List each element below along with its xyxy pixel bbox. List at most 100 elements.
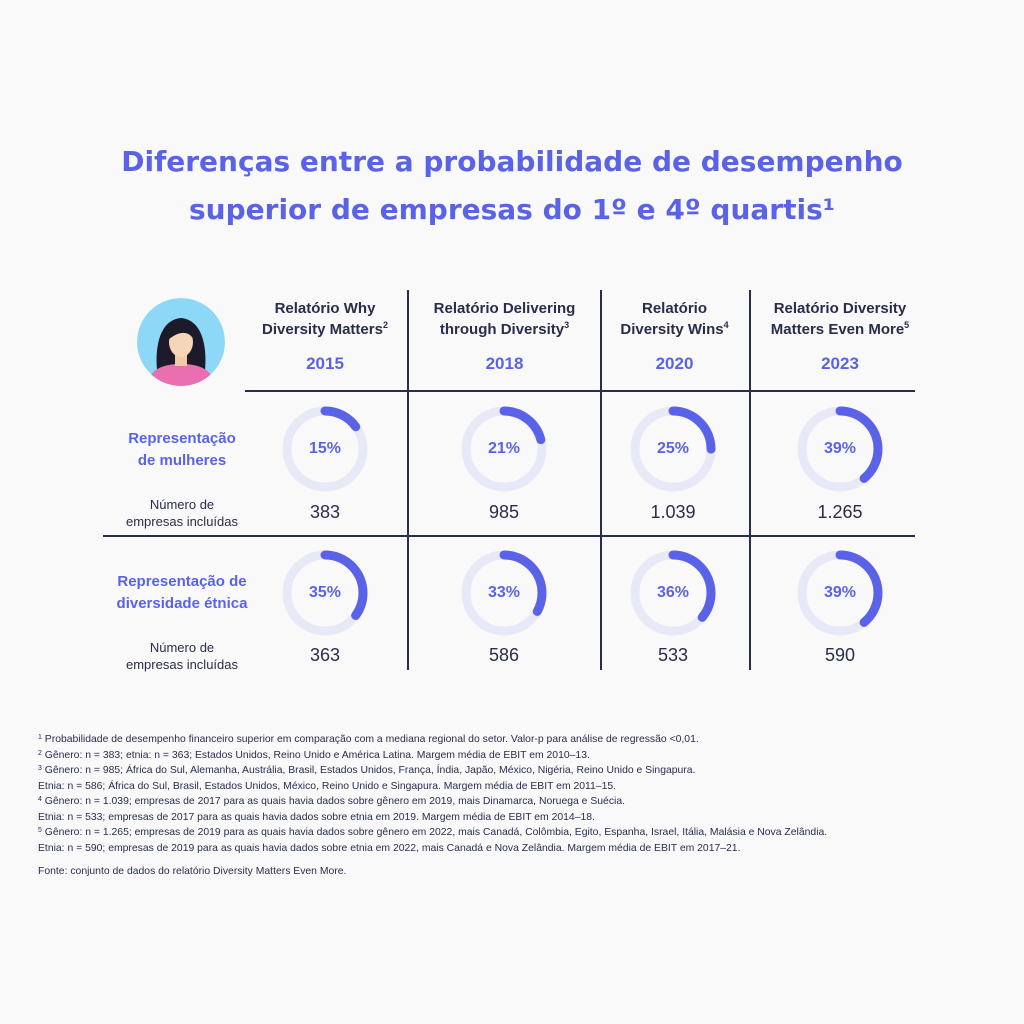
company-count: 363 — [309, 645, 341, 665]
donut-chart: 21% — [459, 404, 549, 494]
footnote-marker: 5 — [38, 827, 42, 834]
company-count: 383 — [309, 502, 341, 522]
donut-chart: 39% — [795, 404, 885, 494]
donut-value-arc — [461, 550, 547, 636]
column-header-line-2: Diversity Wins4 — [620, 320, 729, 339]
row-label-line-2: diversidade étnica — [116, 595, 248, 612]
company-count: 590 — [824, 645, 856, 665]
donut-svg — [797, 406, 883, 492]
row-label-line-2: de mulheres — [137, 452, 227, 469]
donut-svg — [282, 406, 368, 492]
footnote-marker: 1 — [38, 734, 42, 741]
footnote-text: Etnia: n = 533; empresas de 2017 para as… — [38, 811, 595, 823]
donut-percent-label: 21% — [487, 440, 521, 457]
donut-value-arc — [282, 406, 368, 492]
row-label-line-1: Representação — [128, 430, 236, 447]
footnote-marker: 3 — [38, 765, 42, 772]
column-header-line-1: Relatório Why — [274, 300, 376, 317]
donut-percent-label: 25% — [656, 440, 690, 457]
donut-svg — [282, 550, 368, 636]
column-header-line-1: Relatório Delivering — [433, 300, 576, 317]
footnote-text: Gênero: n = 1.265; empresas de 2019 para… — [44, 827, 828, 838]
row-companies-line-2: empresas incluídas — [126, 514, 238, 529]
donut-value-arc — [797, 550, 883, 636]
footnote-line: 3 Gênero: n = 985; África do Sul, Aleman… — [38, 763, 998, 779]
donut-svg — [630, 406, 716, 492]
footnote-line: 5 Gênero: n = 1.265; empresas de 2019 pa… — [38, 825, 998, 841]
donut-value-arc — [797, 406, 883, 492]
row-companies-label: Número de empresas incluídas — [103, 496, 261, 530]
column-year: 2023 — [821, 354, 859, 373]
donut-svg — [461, 406, 547, 492]
company-count: 533 — [657, 645, 689, 665]
column-header-2018: Relatório Delivering through Diversity3 — [412, 298, 597, 340]
footnote-text: Etnia: n = 590; empresas de 2019 para as… — [38, 842, 741, 854]
donut-value-arc — [461, 406, 547, 492]
donut-percent-label: 39% — [823, 584, 857, 601]
company-count: 1.265 — [817, 502, 863, 522]
row-companies-line-2: empresas incluídas — [126, 657, 238, 672]
donut-percent-label: 39% — [823, 440, 857, 457]
company-count: 1.039 — [650, 502, 696, 522]
donut-svg — [461, 550, 547, 636]
column-divider — [407, 290, 409, 670]
row-label-ethnic: Representação de diversidade étnica — [103, 571, 261, 615]
donut-chart: 36% — [628, 548, 718, 638]
footnotes: 1 Probabilidade de desempenho financeiro… — [38, 732, 998, 856]
footnote-line: 2 Gênero: n = 383; etnia: n = 363; Estad… — [38, 748, 998, 764]
row-label-line-1: Representação de — [117, 573, 247, 590]
donut-percent-label: 15% — [308, 440, 342, 457]
column-year: 2018 — [485, 354, 524, 373]
footnote-text: Gênero: n = 1.039; empresas de 2017 para… — [44, 796, 626, 807]
woman-avatar-icon — [137, 298, 225, 386]
donut-chart: 33% — [459, 548, 549, 638]
donut-svg — [797, 550, 883, 636]
donut-chart: 15% — [280, 404, 370, 494]
donut-percent-label: 35% — [308, 584, 342, 601]
row-companies-line-1: Número de — [149, 497, 215, 512]
footnote-marker: 2 — [38, 749, 42, 757]
footnote-text: Etnia: n = 586; África do Sul, Brasil, E… — [38, 780, 617, 792]
column-header-2023: Relatório Diversity Matters Even More5 — [752, 298, 928, 340]
column-header-line-1: Relatório Diversity — [773, 300, 907, 317]
donut-value-arc — [630, 550, 716, 636]
column-header-line-2: Diversity Matters2 — [262, 320, 388, 339]
column-header-2020: Relatório Diversity Wins4 — [602, 298, 747, 340]
company-count: 586 — [488, 645, 520, 665]
column-header-2015: Relatório Why Diversity Matters2 — [245, 298, 405, 340]
footnote-text: Probabilidade de desempenho financeiro s… — [44, 734, 699, 745]
footnote-text: Gênero: n = 383; etnia: n = 363; Estados… — [44, 749, 590, 761]
donut-percent-label: 36% — [656, 584, 690, 601]
footnote-marker: 4 — [38, 796, 42, 803]
column-divider — [749, 290, 751, 670]
footnote-text: Gênero: n = 985; África do Sul, Alemanha… — [44, 765, 696, 776]
column-header-line-1: Relatório — [641, 300, 707, 317]
footnote-line: 1 Probabilidade de desempenho financeiro… — [38, 732, 998, 748]
footnote-line: Etnia: n = 590; empresas de 2019 para as… — [38, 841, 998, 857]
donut-value-arc — [282, 550, 368, 636]
company-count: 985 — [488, 502, 520, 522]
row-label-women: Representação de mulheres — [103, 428, 261, 472]
footnote-line: 4 Gênero: n = 1.039; empresas de 2017 pa… — [38, 794, 998, 810]
donut-chart: 25% — [628, 404, 718, 494]
column-year: 2015 — [306, 354, 344, 373]
chart-title-line-1: Diferenças entre a probabilidade de dese… — [121, 145, 903, 178]
column-divider — [600, 290, 602, 670]
footnote-line: Etnia: n = 586; África do Sul, Brasil, E… — [38, 779, 998, 795]
column-header-line-2: Matters Even More5 — [770, 320, 910, 339]
column-header-line-2: through Diversity3 — [439, 320, 570, 339]
column-year: 2020 — [655, 354, 694, 373]
row-companies-label: Número de empresas incluídas — [103, 639, 261, 673]
donut-chart: 35% — [280, 548, 370, 638]
donut-percent-label: 33% — [487, 584, 521, 601]
footnote-line: Etnia: n = 533; empresas de 2017 para as… — [38, 810, 998, 826]
row-companies-line-1: Número de — [149, 640, 215, 655]
header-divider — [245, 390, 915, 392]
donut-value-arc — [630, 406, 716, 492]
donut-chart: 39% — [795, 548, 885, 638]
row-divider — [103, 535, 915, 537]
donut-svg — [630, 550, 716, 636]
chart-title: Diferenças entre a probabilidade de dese… — [0, 138, 1024, 234]
source-note: Fonte: conjunto de dados do relatório Di… — [38, 866, 347, 877]
chart-title-line-2: superior de empresas do 1º e 4º quartis¹ — [189, 193, 835, 226]
